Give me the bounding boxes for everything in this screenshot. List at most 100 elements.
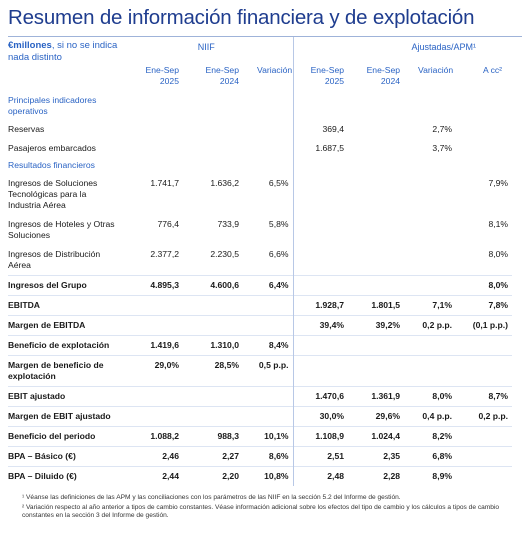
row-label: Beneficio del periodo [8, 426, 120, 447]
cell [183, 386, 243, 407]
row-label: Ingresos del Grupo [8, 275, 120, 296]
row-label: Ingresos de Distribución Aérea [8, 249, 101, 270]
cell [348, 275, 405, 296]
cell [292, 245, 349, 276]
cell [292, 93, 349, 120]
cell: 6,5% [268, 178, 289, 188]
cell: 30,0% [292, 406, 349, 427]
row-label: Reservas [8, 124, 45, 134]
data-row: Margen de beneficio de explotación 29,0% 2… [8, 355, 513, 387]
cell: 1.470,6 [292, 386, 349, 407]
data-row: Pasajeros embarcados 1.687,5 3,7% [8, 139, 512, 158]
cell [348, 120, 404, 139]
column-header: A cc² [482, 65, 503, 75]
row-label: BPA – Diluido (€) [8, 466, 120, 486]
cell: 6,6% [268, 249, 289, 259]
cell [243, 406, 294, 427]
data-row: Margen de EBIT ajustado 30,0% 29,6% 0,4 p.p… [8, 406, 513, 427]
cell [404, 93, 456, 120]
title: Resumen de información financiera y de e… [8, 6, 475, 29]
cell [456, 466, 513, 486]
cell: 8,0% [456, 275, 513, 296]
cell: 4.600,6 [183, 275, 243, 296]
cell [243, 158, 293, 174]
cell [292, 158, 349, 174]
cell [456, 426, 513, 447]
data-row: Ingresos de Hoteles y Otras Soluciones 77… [8, 215, 512, 245]
cell: 1.024,4 [348, 426, 405, 447]
row-label: Margen de beneficio de explotación [8, 355, 120, 387]
cell: 1.741,7 [150, 178, 179, 188]
cell: 1.419,6 [120, 335, 183, 356]
cell [183, 158, 243, 174]
cell [348, 174, 404, 215]
cell [348, 215, 404, 245]
cell [183, 295, 243, 316]
cell: 10,1% [243, 426, 294, 447]
row-label: EBITDA [8, 295, 120, 316]
cell: 8,0% [488, 249, 509, 259]
cell [456, 335, 513, 356]
cell: 1.361,9 [348, 386, 405, 407]
data-row: Reservas 369,4 2,7% [8, 120, 512, 139]
cell [292, 355, 349, 387]
cell: 1.801,5 [348, 295, 405, 316]
data-row: BPA – Diluido (€) 2,44 2,20 10,8% 2,48 2,28 8,… [8, 466, 513, 486]
row-label: BPA – Básico (€) [8, 446, 120, 467]
cell: 2.377,2 [150, 249, 179, 259]
cell: 7,9% [488, 178, 509, 188]
cell: 0,2 p.p. [456, 406, 513, 427]
cell: 39,4% [292, 315, 349, 336]
cell [120, 139, 183, 158]
row-label: Margen de EBIT ajustado [8, 406, 120, 427]
cell: 28,5% [183, 355, 243, 387]
column-header-row: Ene-Sep 2025 Ene-Sep 2024 Variación Ene-Sep… [8, 52, 512, 93]
cell [243, 120, 293, 139]
cell: 2,48 [292, 466, 349, 486]
row-label: Pasajeros embarcados [8, 143, 96, 153]
cell: 5,8% [268, 219, 289, 229]
cell [292, 174, 349, 215]
cell [183, 120, 243, 139]
data-row: Ingresos de Distribución Aérea 2.377,2 2.2… [8, 245, 512, 276]
cell [120, 295, 183, 316]
cell: 29,0% [120, 355, 183, 387]
cell: 6,8% [404, 446, 457, 467]
cell: 1.310,0 [183, 335, 243, 356]
cell [456, 158, 512, 174]
cell [404, 215, 456, 245]
row-label: Beneficio de explotación [8, 335, 120, 356]
section-label: Principales indicadores operativos [8, 95, 97, 116]
data-row: Margen de EBITDA 39,4% 39,2% 0,2 p.p. (0,1 p… [8, 315, 513, 336]
cell [456, 139, 512, 158]
cell [120, 406, 183, 427]
cell [120, 93, 183, 120]
cell: 8,7% [456, 386, 513, 407]
group-row: €millones, si no se indica nada distinto… [8, 37, 513, 63]
cell: 8,1% [488, 219, 509, 229]
cell [292, 275, 349, 296]
footnotes: ¹ Véanse las definiciones de las APM y l… [22, 494, 520, 521]
column-header: Variación [418, 65, 454, 75]
unit-bold: €millones [8, 40, 52, 51]
cell: 4.895,3 [120, 275, 183, 296]
section-row: Resultados financieros [8, 158, 512, 174]
cell [120, 158, 183, 174]
cell: 2,7% [432, 124, 453, 134]
cell: 0,2 p.p. [404, 315, 457, 336]
cell [456, 446, 513, 467]
cell [456, 93, 512, 120]
unit-rest: , si no se indica nada distinto [8, 40, 118, 63]
cell [348, 245, 404, 276]
cell: 10,8% [243, 466, 294, 486]
column-header: Ene-Sep 2025 [292, 52, 349, 93]
data-row: BPA – Básico (€) 2,46 2,27 8,6% 2,51 2,35 6,8% [8, 446, 513, 467]
cell [456, 355, 513, 387]
column-header: Ene-Sep 2024 [205, 65, 239, 86]
cell: 3,7% [432, 143, 453, 153]
cell: 8,0% [404, 386, 457, 407]
cell: 2,20 [183, 466, 243, 486]
cell: 39,2% [348, 315, 405, 336]
data-row: EBITDA 1.928,7 1.801,5 7,1% 7,8% [8, 295, 513, 316]
cell: 8,2% [404, 426, 457, 447]
